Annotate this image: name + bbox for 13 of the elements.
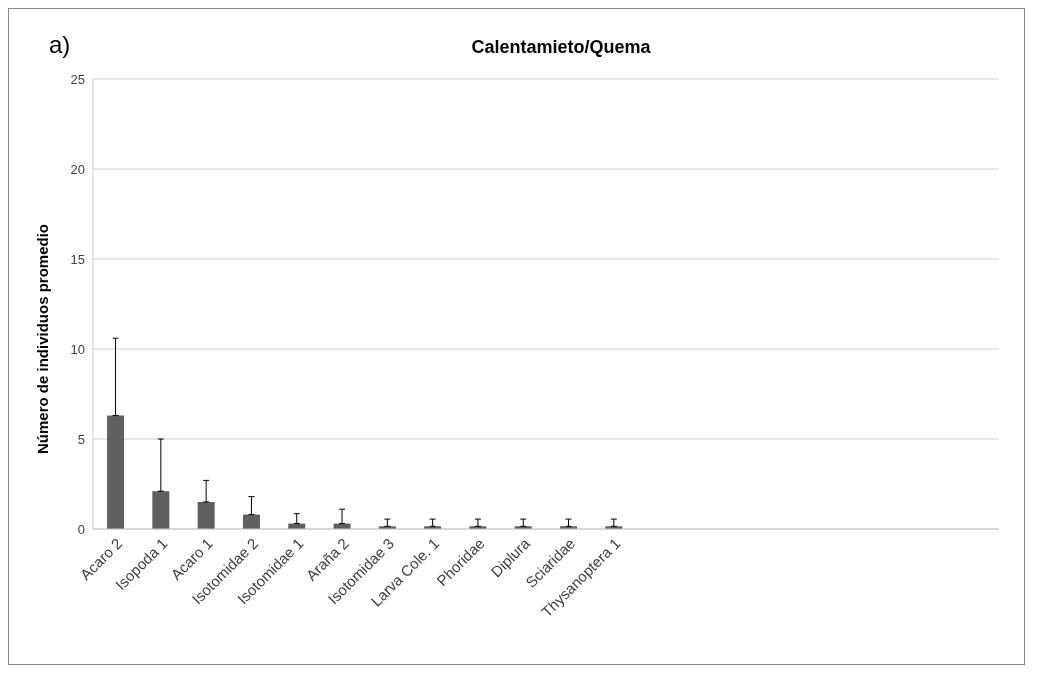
bar xyxy=(197,502,215,529)
y-tick-label: 5 xyxy=(77,431,85,447)
y-axis-title: Número de individuos promedio xyxy=(34,223,52,454)
y-tick-label: 0 xyxy=(77,521,85,537)
y-tick-label: 25 xyxy=(70,71,85,87)
text: a) xyxy=(49,31,71,59)
y-tick-label: 15 xyxy=(70,251,85,267)
bar xyxy=(107,415,125,529)
bar xyxy=(242,514,260,529)
bar xyxy=(152,491,170,529)
y-tick-label: 10 xyxy=(70,341,85,357)
y-tick-label: 20 xyxy=(70,161,85,177)
chart-title: Calentamieto/Quema xyxy=(470,37,652,58)
